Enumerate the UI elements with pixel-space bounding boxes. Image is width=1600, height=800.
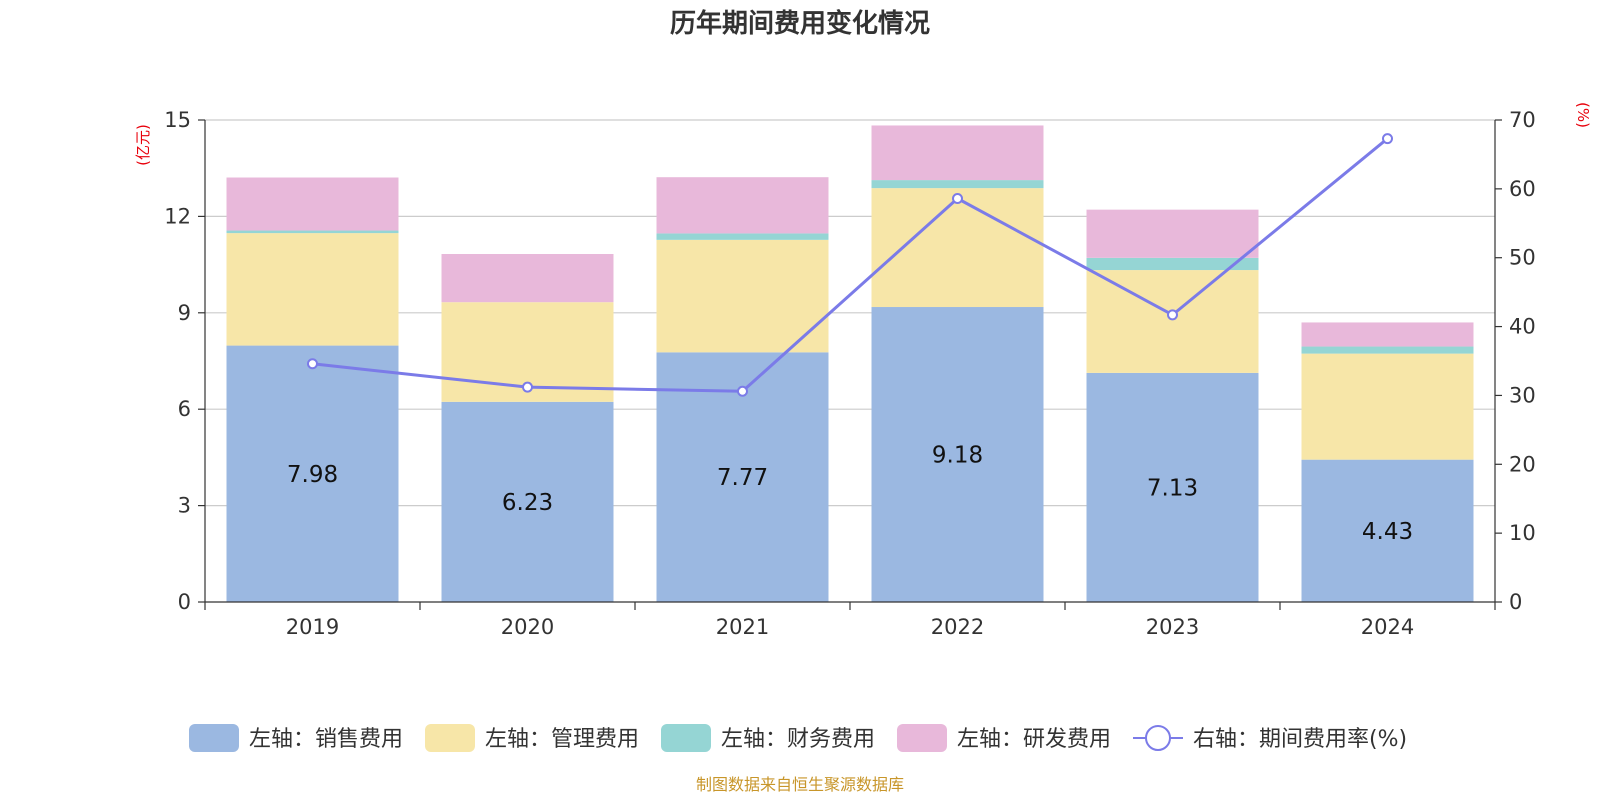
- legend-swatch: [425, 724, 475, 752]
- bar-value-label: 7.13: [1147, 475, 1198, 501]
- bar-segment: [1301, 346, 1474, 354]
- right-axis-tick-label: 0: [1509, 590, 1522, 614]
- chart-title: 历年期间费用变化情况: [670, 8, 930, 39]
- bar-segment: [1086, 372, 1259, 602]
- right-axis-tick-label: 30: [1509, 383, 1536, 407]
- bar-series: [226, 125, 1474, 602]
- bar-segment: [871, 125, 1044, 181]
- legend-label: 左轴：销售费用: [249, 727, 403, 752]
- left-axis-tick-label: 0: [178, 590, 191, 614]
- x-axis-tick-label: 2020: [501, 615, 554, 639]
- source-note: 制图数据来自恒生聚源数据库: [696, 775, 904, 794]
- rate-point: [522, 381, 533, 393]
- bar-segment: [226, 233, 399, 346]
- bar-segment: [871, 180, 1044, 189]
- x-axis-tick-label: 2021: [716, 615, 769, 639]
- rate-point: [1167, 309, 1178, 321]
- rate-point: [952, 192, 963, 204]
- line-series: [307, 133, 1393, 397]
- x-axis-tick-label: 2023: [1146, 615, 1199, 639]
- legend-marker-swatch: [1145, 725, 1171, 751]
- legend-label: 左轴：研发费用: [957, 727, 1111, 752]
- bar-segment: [656, 233, 829, 240]
- bar-segment: [1301, 459, 1474, 602]
- legend-label: 右轴：期间费用率(%): [1193, 727, 1407, 752]
- bar-segment: [226, 345, 399, 602]
- right-axis-tick-label: 70: [1509, 108, 1536, 132]
- x-axis-tick-label: 2019: [286, 615, 339, 639]
- rate-line: [312, 137, 1389, 393]
- rate-point: [1382, 133, 1393, 145]
- bar-segment: [656, 177, 829, 234]
- left-axis-unit: (亿元): [134, 124, 152, 166]
- bar-value-label: 6.23: [502, 490, 553, 516]
- left-axis-tick-label: 9: [178, 301, 191, 325]
- left-axis-tick-label: 12: [164, 204, 191, 228]
- bar-segment: [1086, 270, 1259, 373]
- left-axis-tick-label: 3: [178, 494, 191, 518]
- bar-segment: [871, 307, 1044, 602]
- x-axis-tick-label: 2022: [931, 615, 984, 639]
- bar-segment: [1086, 209, 1259, 258]
- legend-swatch: [661, 724, 711, 752]
- right-axis-tick-label: 60: [1509, 177, 1536, 201]
- legend-label: 左轴：财务费用: [721, 727, 875, 752]
- bar-value-label: 7.98: [287, 462, 338, 488]
- bar-value-label: 4.43: [1362, 519, 1413, 545]
- right-axis-tick-label: 50: [1509, 246, 1536, 270]
- bar-segment: [1301, 322, 1474, 347]
- rate-point: [737, 385, 748, 397]
- right-axis-unit: (%): [1574, 102, 1592, 128]
- right-axis-tick-label: 10: [1509, 521, 1536, 545]
- bar-segment: [656, 239, 829, 353]
- legend: 左轴：销售费用 左轴：管理费用 左轴：财务费用 左轴：研发费用 右轴：期间费用率(%): [189, 724, 1407, 752]
- bar-segment: [226, 177, 399, 231]
- bar-value-label: 9.18: [932, 443, 983, 469]
- left-axis-tick-label: 15: [164, 108, 191, 132]
- bar-value-label: 7.77: [717, 465, 768, 491]
- axes: 0 3 6 9 12 15 0 10 20 30 40 50 60 70 2019 2020 2021 2022 2…: [164, 108, 1535, 639]
- left-axis-tick-label: 6: [178, 397, 191, 421]
- bar-segment: [1301, 353, 1474, 460]
- bar-labels: 7.98 6.23 7.77 9.18 7.13 4.43: [287, 443, 1413, 545]
- legend-label: 左轴：管理费用: [485, 727, 639, 752]
- bar-segment: [226, 230, 399, 234]
- gridlines: [205, 119, 1495, 507]
- right-axis-tick-label: 20: [1509, 452, 1536, 476]
- right-axis-tick-label: 40: [1509, 315, 1536, 339]
- rate-point: [307, 358, 318, 370]
- legend-swatch: [897, 724, 947, 752]
- bar-segment: [441, 253, 614, 303]
- legend-swatch: [189, 724, 239, 752]
- bar-segment: [441, 401, 614, 602]
- bar-segment: [871, 188, 1044, 308]
- bar-segment: [1086, 257, 1259, 271]
- x-axis-tick-label: 2024: [1361, 615, 1414, 639]
